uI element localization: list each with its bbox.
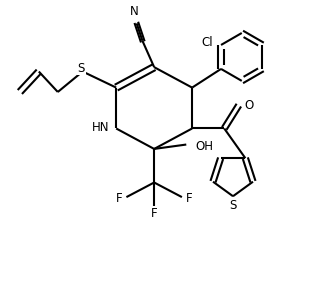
- Text: F: F: [116, 192, 123, 205]
- Text: O: O: [244, 99, 253, 112]
- Text: S: S: [229, 199, 237, 212]
- Text: F: F: [186, 192, 193, 205]
- Text: HN: HN: [92, 121, 110, 133]
- Text: N: N: [130, 5, 139, 18]
- Text: OH: OH: [196, 140, 214, 152]
- Text: S: S: [77, 62, 85, 74]
- Text: Cl: Cl: [201, 36, 213, 48]
- Text: F: F: [151, 207, 157, 220]
